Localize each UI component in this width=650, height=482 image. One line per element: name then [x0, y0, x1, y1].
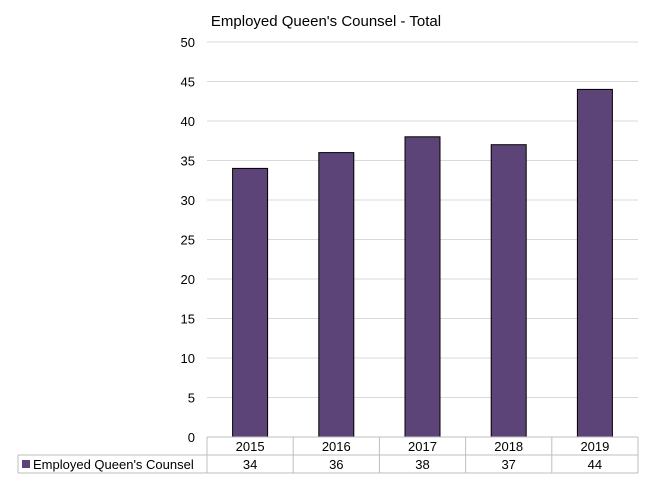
y-axis: 0 5 10 15 20 25 30 35 40 45 50: [181, 35, 195, 445]
y-tick-label: 40: [181, 114, 195, 129]
y-tick-label: 20: [181, 272, 195, 287]
y-tick-label: 10: [181, 351, 195, 366]
y-tick-label: 50: [181, 35, 195, 50]
x-category-label: 2017: [408, 439, 437, 454]
x-category-label: 2018: [494, 439, 523, 454]
bar-2018: [490, 144, 527, 438]
table-value-cell: 36: [329, 457, 343, 472]
x-category-label: 2019: [580, 439, 609, 454]
y-tick-label: 30: [181, 193, 195, 208]
legend-series-label: Employed Queen's Counsel: [33, 457, 194, 472]
y-tick-label: 45: [181, 75, 195, 90]
table-value-cell: 38: [415, 457, 429, 472]
bar-2015: [232, 167, 269, 438]
chart-title: Employed Queen's Counsel - Total: [211, 13, 441, 30]
table-value-cell: 34: [243, 457, 257, 472]
table-value-cell: 44: [588, 457, 602, 472]
bars: [207, 88, 638, 438]
table-value-cell: 37: [501, 457, 515, 472]
y-tick-label: 0: [188, 430, 195, 445]
bar-2016: [318, 152, 355, 438]
y-tick-label: 15: [181, 312, 195, 327]
y-tick-label: 25: [181, 233, 195, 248]
bar-2017: [404, 136, 441, 438]
x-category-label: 2016: [322, 439, 351, 454]
x-category-label: 2015: [236, 439, 265, 454]
data-table: 2015 34 2016 36 2017 38 2018 37 2019 44 Employed Q…: [17, 437, 639, 474]
bar-2019: [576, 88, 613, 438]
y-tick-label: 35: [181, 154, 195, 169]
legend-swatch: [22, 460, 30, 468]
y-tick-label: 5: [188, 391, 195, 406]
